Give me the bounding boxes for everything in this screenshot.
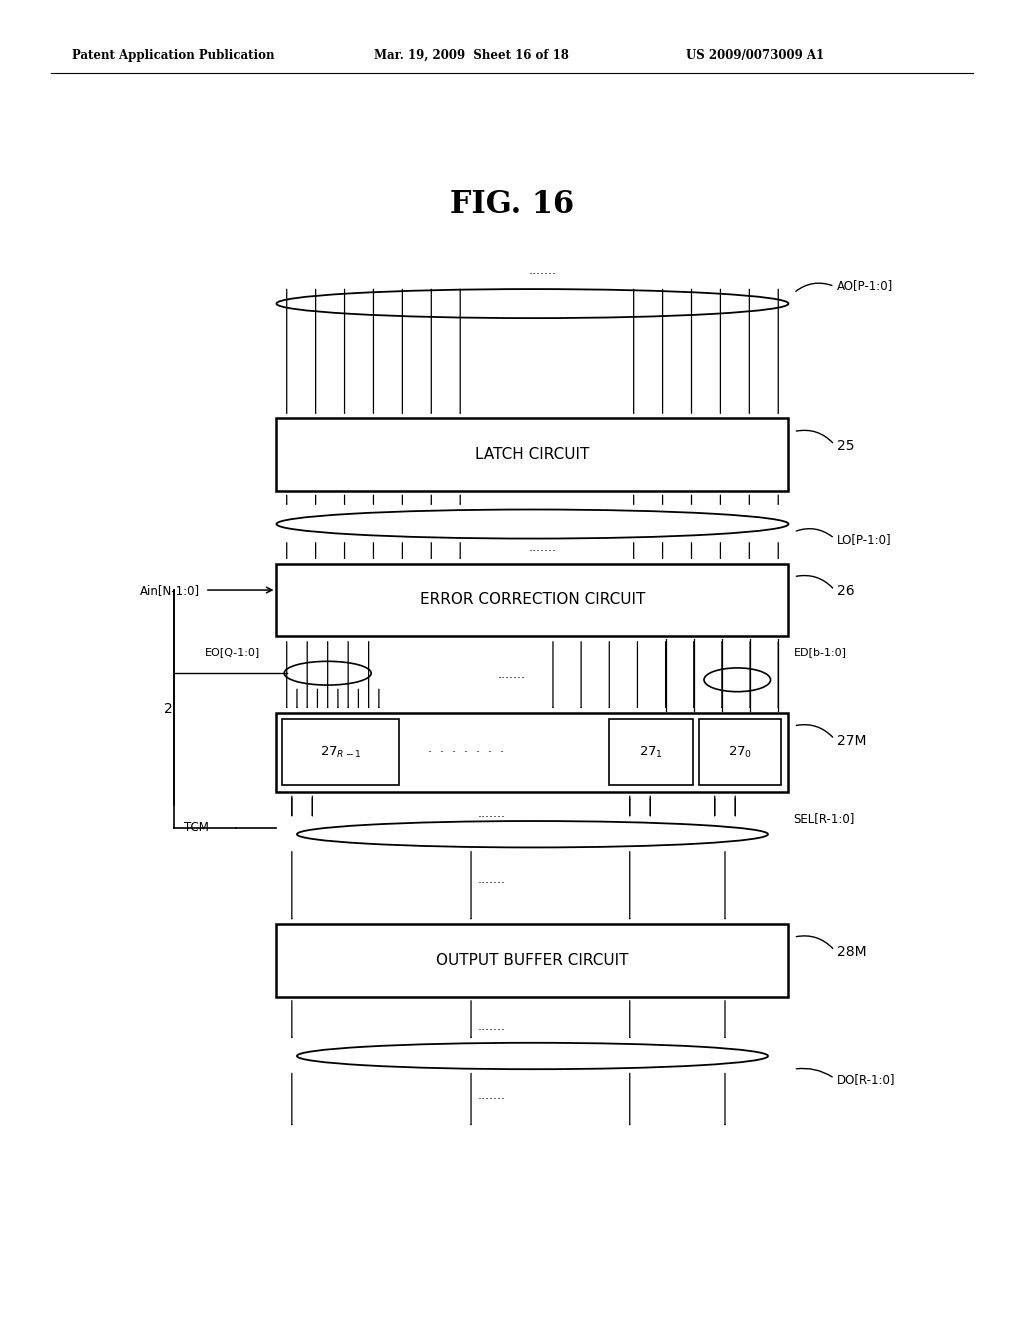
Text: AO[P-1:0]: AO[P-1:0] [837,279,893,292]
Text: OUTPUT BUFFER CIRCUIT: OUTPUT BUFFER CIRCUIT [436,953,629,968]
Ellipse shape [297,821,768,847]
Bar [609,719,693,785]
Text: US 2009/0073009 A1: US 2009/0073009 A1 [686,49,824,62]
Bar [276,564,788,636]
Text: ERROR CORRECTION CIRCUIT: ERROR CORRECTION CIRCUIT [420,593,645,607]
Text: .......: ....... [528,541,557,554]
Text: 25: 25 [837,440,854,453]
Text: FIG. 16: FIG. 16 [450,189,574,220]
Text: EO[Q-1:0]: EO[Q-1:0] [205,647,260,657]
Text: LATCH CIRCUIT: LATCH CIRCUIT [475,447,590,462]
Text: .......: ....... [528,264,557,277]
Text: ...: ... [748,673,760,686]
Text: 2: 2 [164,702,173,715]
Bar [276,418,788,491]
Bar [699,719,781,785]
Text: Mar. 19, 2009  Sheet 16 of 18: Mar. 19, 2009 Sheet 16 of 18 [374,49,568,62]
Bar [276,713,788,792]
Text: .......: ....... [477,1020,506,1032]
Text: ·  ·  ·  ·  ·  ·  ·: · · · · · · · [428,746,504,759]
Text: Ain[N-1:0]: Ain[N-1:0] [139,583,200,597]
Text: 26: 26 [837,585,854,598]
Text: Patent Application Publication: Patent Application Publication [72,49,274,62]
Ellipse shape [705,668,770,692]
Text: 28M: 28M [837,945,866,958]
Text: TCM: TCM [184,821,209,834]
Bar [282,719,399,785]
Text: .......: ....... [477,1089,506,1102]
Ellipse shape [297,1043,768,1069]
Bar [276,924,788,997]
Text: 27$_0$: 27$_0$ [728,744,753,760]
Text: 27$_1$: 27$_1$ [639,744,664,760]
Ellipse shape [276,289,788,318]
Text: 27$_{R-1}$: 27$_{R-1}$ [319,744,361,760]
Text: .......: ....... [477,807,506,820]
Text: 27M: 27M [837,734,866,747]
Text: ED[b-1:0]: ED[b-1:0] [794,647,847,657]
Text: DO[R-1:0]: DO[R-1:0] [837,1073,895,1086]
Ellipse shape [276,510,788,539]
Text: .......: ....... [477,873,506,886]
Text: LO[P-1:0]: LO[P-1:0] [837,533,891,546]
Text: .......: ....... [498,668,526,681]
Text: SEL[R-1:0]: SEL[R-1:0] [794,812,855,825]
Ellipse shape [285,661,371,685]
